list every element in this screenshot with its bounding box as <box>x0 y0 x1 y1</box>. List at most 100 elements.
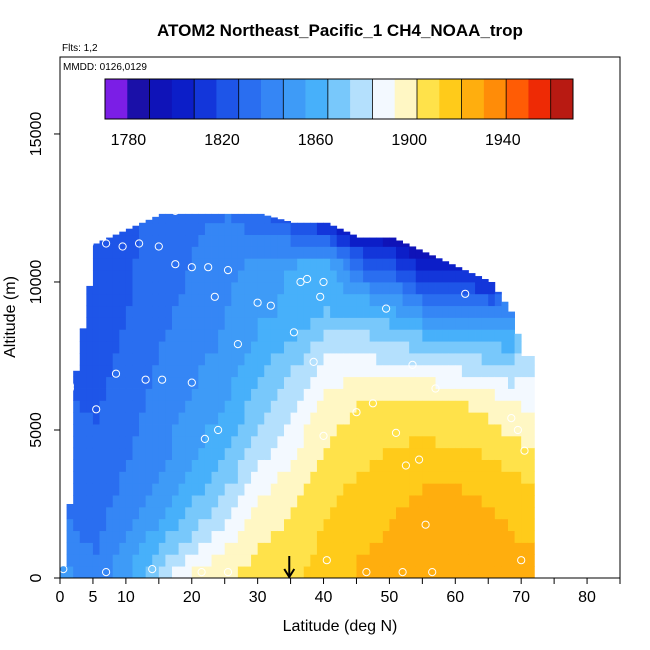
heatmap-cell <box>363 376 371 389</box>
heatmap-cell <box>244 518 252 532</box>
heatmap-cell <box>468 364 476 378</box>
heatmap-cell <box>501 435 509 449</box>
heatmap-cell <box>112 400 120 413</box>
heatmap-cell <box>218 317 226 330</box>
heatmap-cell <box>455 281 463 295</box>
heatmap-cell <box>461 506 469 520</box>
heatmap-cell <box>277 341 285 354</box>
heatmap-cell <box>92 258 100 271</box>
heatmap-cell <box>442 424 450 437</box>
heatmap-cell <box>343 317 351 330</box>
heatmap-cell <box>290 530 298 543</box>
heatmap-cell <box>224 506 232 520</box>
heatmap-cell <box>343 530 351 543</box>
heatmap-cell <box>501 518 509 532</box>
heatmap-cell <box>244 566 252 579</box>
heatmap-cell <box>330 258 338 271</box>
heatmap-cell <box>92 506 100 520</box>
heatmap-cell <box>508 400 515 413</box>
heatmap-cell <box>310 471 318 484</box>
heatmap-cell <box>211 376 219 389</box>
heatmap-cell <box>297 506 305 520</box>
heatmap-cell <box>468 317 476 330</box>
heatmap-cell <box>382 471 390 484</box>
heatmap-cell <box>125 305 133 318</box>
heatmap-cell <box>178 424 186 437</box>
heatmap-cell <box>508 388 515 401</box>
heatmap-cell <box>158 317 166 330</box>
sample-point <box>171 206 180 215</box>
heatmap-cell <box>396 293 403 307</box>
heatmap-cell <box>106 542 114 555</box>
heatmap-cell <box>125 495 133 508</box>
heatmap-cell <box>218 293 226 307</box>
heatmap-cell <box>343 388 351 401</box>
heatmap-cell <box>132 435 140 449</box>
heatmap-cell <box>257 495 265 508</box>
heatmap-cell <box>211 400 219 413</box>
heatmap-cell <box>461 353 469 366</box>
heatmap-cell <box>310 459 318 472</box>
heatmap-cell <box>356 471 364 484</box>
heatmap-cell <box>468 273 476 283</box>
heatmap-cell <box>316 542 324 555</box>
heatmap-cell <box>336 412 344 425</box>
heatmap-cell <box>389 317 397 330</box>
heatmap-cell <box>349 435 357 449</box>
heatmap-cell <box>132 246 140 259</box>
heatmap-cell <box>165 471 173 484</box>
heatmap-cell <box>369 435 377 449</box>
colorbar-tick-label: 1780 <box>111 132 147 149</box>
heatmap-cell <box>356 246 364 259</box>
heatmap-cell <box>185 530 193 543</box>
heatmap-cell <box>178 495 186 508</box>
heatmap-cell <box>178 270 186 283</box>
heatmap-cell <box>277 471 285 484</box>
heatmap-cell <box>244 234 252 247</box>
heatmap-cell <box>218 213 226 224</box>
sample-point <box>322 556 331 565</box>
heatmap-cell <box>277 459 285 472</box>
heatmap-cell <box>73 424 81 437</box>
heatmap-cell <box>99 506 107 520</box>
heatmap-cell <box>363 270 371 283</box>
heatmap-cell <box>106 305 114 318</box>
heatmap-cell <box>481 471 489 484</box>
heatmap-cell <box>481 424 489 437</box>
heatmap-cell <box>310 353 318 366</box>
heatmap-cell <box>92 518 100 532</box>
heatmap-cell <box>139 495 147 508</box>
heatmap-cell <box>435 435 443 449</box>
heatmap-cell <box>119 412 127 425</box>
heatmap-cell <box>297 341 305 354</box>
heatmap-cell <box>435 471 443 484</box>
heatmap-cell <box>349 388 357 401</box>
heatmap-cell <box>488 376 496 389</box>
heatmap-cell <box>106 483 114 496</box>
heatmap-cell <box>251 341 259 354</box>
heatmap-cell <box>382 506 390 520</box>
heatmap-cell <box>99 293 107 307</box>
heatmap-cell <box>363 281 371 295</box>
heatmap-cell <box>277 388 285 401</box>
heatmap-cell <box>270 542 278 555</box>
heatmap-cell <box>369 270 377 283</box>
heatmap-cell <box>389 542 397 555</box>
heatmap-cell <box>284 341 291 354</box>
heatmap-cell <box>92 447 100 460</box>
heatmap-cell <box>330 234 338 247</box>
heatmap-cell <box>231 234 239 247</box>
heatmap-cell <box>198 234 206 247</box>
heatmap-cell <box>119 435 127 449</box>
heatmap-cell <box>461 412 469 425</box>
heatmap-cell <box>494 483 502 496</box>
heatmap-cell <box>112 447 120 460</box>
heatmap-cell <box>468 495 476 508</box>
heatmap-cell <box>310 554 318 567</box>
heatmap-cell <box>99 412 107 425</box>
heatmap-cell <box>257 353 265 366</box>
heatmap-cell <box>125 270 133 283</box>
heatmap-cell <box>165 281 173 295</box>
heatmap-cell <box>251 317 259 330</box>
heatmap-cell <box>264 412 272 425</box>
